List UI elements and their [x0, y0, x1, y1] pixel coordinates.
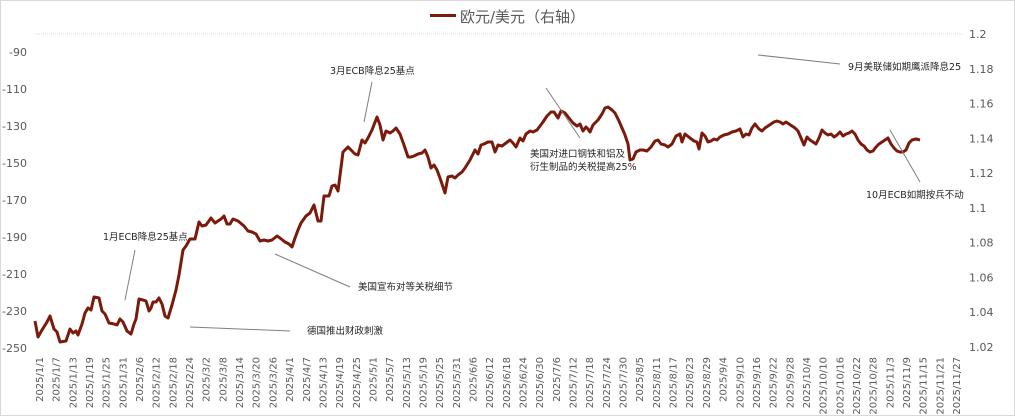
x-axis-tick: 2025/1/7 [52, 357, 63, 402]
right-axis-tick: 1.14 [969, 132, 994, 145]
x-axis-tick: 2025/9/16 [752, 357, 763, 408]
left-axis-tick: -90 [9, 46, 27, 59]
chart-legend: 欧元/美元（右轴） [0, 6, 1015, 27]
x-axis-tick: 2025/5/31 [452, 357, 463, 408]
annotation-leader-line [124, 249, 136, 301]
x-axis-tick: 2025/11/21 [935, 357, 946, 415]
left-axis-tick: -110 [2, 83, 27, 96]
x-axis-tick: 2025/11/9 [902, 357, 913, 408]
x-axis-tick: 2025/9/28 [785, 357, 796, 408]
x-axis-tick: 2025/2/18 [168, 357, 179, 408]
right-axis-tick: 1.08 [969, 237, 994, 250]
annotation-leader-line [363, 81, 373, 123]
right-axis-tick: 1.04 [969, 306, 994, 319]
x-axis-tick: 2025/3/14 [235, 357, 246, 408]
annotation-fed-sep: 9月美联储如期鹰派降息25 [848, 61, 961, 73]
x-axis-tick: 2025/1/19 [85, 357, 96, 408]
right-axis-tick: 1.06 [969, 271, 994, 284]
left-axis-tick: -150 [2, 157, 27, 170]
x-axis-tick: 2025/9/4 [719, 357, 730, 402]
left-axis-tick: -210 [2, 268, 27, 281]
x-axis-tick: 2025/3/20 [252, 357, 263, 408]
legend-swatch-eurusd [429, 14, 456, 17]
right-axis-tick: 1.2 [969, 28, 987, 41]
x-axis-tick: 2025/5/19 [418, 357, 429, 408]
x-axis-tick: 2025/7/12 [569, 357, 580, 408]
x-axis-tick: 2025/7/6 [552, 357, 563, 402]
left-axis-tick: -170 [2, 194, 27, 207]
x-axis-tick: 2025/8/5 [635, 357, 646, 402]
x-axis-tick: 2025/1/31 [118, 357, 129, 408]
x-axis-tick: 2025/1/25 [102, 357, 113, 408]
x-axis-tick: 2025/11/15 [919, 357, 930, 415]
x-axis-tick: 2025/1/1 [35, 357, 46, 402]
legend-label: 欧元/美元（右轴） [459, 8, 586, 26]
x-axis-tick: 2025/3/2 [202, 357, 213, 402]
left-axis-tick: -190 [2, 231, 27, 244]
x-axis-tick: 2025/6/30 [535, 357, 546, 408]
x-axis-tick: 2025/11/27 [952, 357, 963, 415]
x-axis-tick: 2025/4/19 [335, 357, 346, 408]
x-axis-tick: 2025/4/25 [352, 357, 363, 408]
right-axis-tick: 1.02 [969, 341, 994, 354]
annotation-leader-line [889, 129, 921, 183]
x-axis-tick: 2025/2/12 [152, 357, 163, 408]
x-axis-tick: 2025/9/22 [769, 357, 780, 408]
x-axis-tick: 2025/2/24 [185, 357, 196, 408]
annotation-ecb-mar: 3月ECB降息25基点 [330, 65, 415, 77]
annotation-germany-fiscal: 德国推出财政刺激 [307, 325, 384, 337]
x-axis-tick: 2025/8/23 [685, 357, 696, 408]
x-axis-tick: 2025/8/29 [702, 357, 713, 408]
right-axis-tick: 1.18 [969, 63, 994, 76]
x-axis-tick: 2025/6/24 [519, 357, 530, 408]
x-axis-tick: 2025/4/13 [318, 357, 329, 408]
x-axis-tick: 2025/5/1 [368, 357, 379, 402]
x-axis-tick: 2025/6/18 [502, 357, 513, 408]
annotation-leader-line [545, 87, 581, 139]
x-axis-tick: 2025/8/11 [652, 357, 663, 408]
annotation-ecb-oct: 10月ECB如期按兵不动 [866, 189, 964, 201]
eurusd-line [33, 105, 921, 344]
left-axis-tick: -130 [2, 120, 27, 133]
x-axis-tick: 2025/6/6 [468, 357, 479, 402]
x-axis-tick: 2025/9/10 [735, 357, 746, 408]
x-axis-tick: 2025/4/1 [285, 357, 296, 402]
left-axis-tick: -250 [2, 342, 27, 355]
annotation-leader-line [189, 326, 291, 332]
x-axis-tick: 2025/10/10 [819, 357, 830, 415]
annotation-leader-line [757, 54, 841, 65]
annotation-steel-tariff-2: 衍生制品的关税提高25% [530, 161, 637, 173]
annotation-ecb-jan: 1月ECB降息25基点 [103, 231, 188, 243]
right-axis-tick: 1.12 [969, 167, 994, 180]
x-axis-tick: 2025/10/16 [835, 357, 846, 415]
x-axis-tick: 2025/7/18 [585, 357, 596, 408]
right-axis-tick: 1.16 [969, 98, 994, 111]
x-axis-tick: 2025/8/17 [669, 357, 680, 408]
x-axis-tick: 2025/3/26 [268, 357, 279, 408]
annotation-leader-line [274, 253, 351, 288]
x-axis-tick: 2025/1/13 [68, 357, 79, 408]
x-axis-tick: 2025/2/6 [135, 357, 146, 402]
x-axis-tick: 2025/10/22 [852, 357, 863, 415]
annotation-reciprocal-tariff: 美国宣布对等关税细节 [358, 281, 453, 293]
x-axis-tick: 2025/6/12 [485, 357, 496, 408]
left-axis-tick: -230 [2, 305, 27, 318]
x-axis-tick: 2025/10/28 [869, 357, 880, 415]
x-axis-tick: 2025/5/7 [385, 357, 396, 402]
x-axis-tick: 2025/4/7 [302, 357, 313, 402]
x-axis-tick: 2025/7/24 [602, 357, 613, 408]
right-axis-tick: 1.1 [969, 202, 987, 215]
x-axis-tick: 2025/7/30 [619, 357, 630, 408]
x-axis-tick: 2025/5/13 [402, 357, 413, 408]
x-axis-tick: 2025/5/25 [435, 357, 446, 408]
annotation-steel-tariff-1: 美国对进口钢铁和铝及 [530, 148, 626, 160]
x-axis-tick: 2025/3/8 [218, 357, 229, 402]
x-axis-tick: 2025/10/4 [802, 357, 813, 408]
x-axis-tick: 2025/11/3 [885, 357, 896, 408]
